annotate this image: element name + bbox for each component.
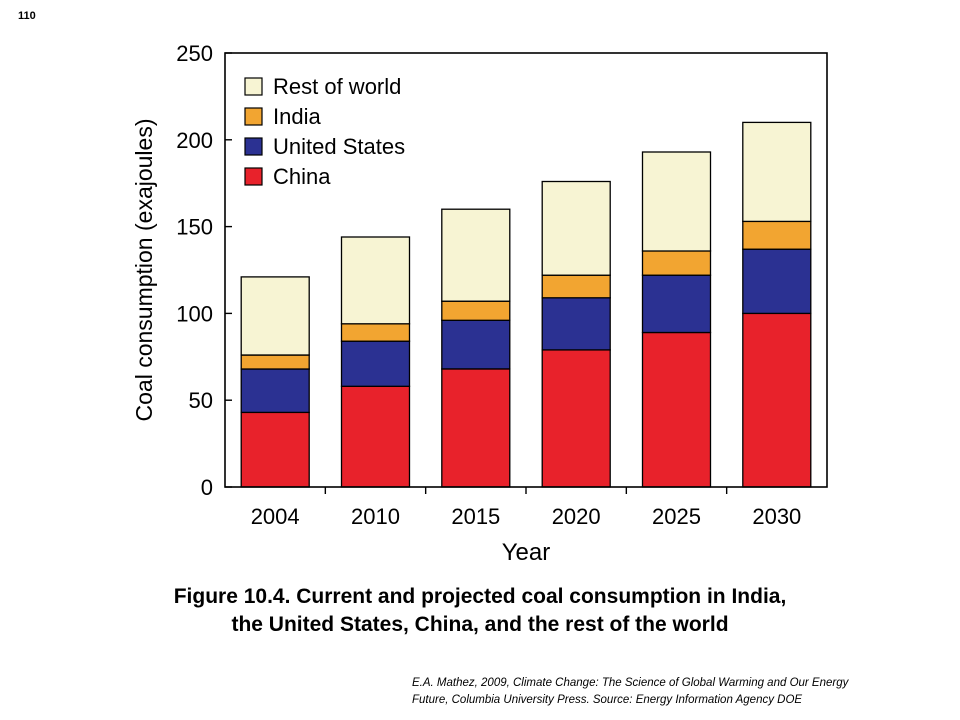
x-tick-label-2004: 2004: [251, 504, 300, 529]
legend-label-united-states: United States: [273, 134, 405, 159]
x-axis-label: Year: [502, 539, 551, 566]
page-number: 110: [18, 10, 36, 22]
source-line-2: Future, Columbia University Press. Sourc…: [412, 694, 803, 706]
caption-line-1: Figure 10.4. Current and projected coal …: [173, 585, 787, 608]
bar-india-2015: [441, 300, 511, 321]
bar-china-2010: [340, 385, 411, 488]
x-tick-label-2030: 2030: [752, 504, 801, 529]
x-tick-label-2010: 2010: [351, 504, 400, 529]
y-tick-label-50: 50: [189, 388, 213, 413]
bar-china-2030: [742, 312, 812, 488]
legend-swatch-china: [244, 167, 263, 186]
x-tick-label-2020: 2020: [552, 504, 601, 529]
bar-india-2004: [240, 354, 310, 370]
legend-swatch-united-states: [244, 137, 263, 156]
bar-india-2030: [742, 220, 812, 250]
y-tick-label-150: 150: [176, 215, 213, 240]
caption-line-2: the United States, China, and the rest o…: [231, 613, 729, 636]
y-axis: 0 50 100 150 200 250: [176, 41, 232, 500]
bar-united-states-2030: [742, 248, 812, 315]
bar-rest-of-world-2030: [742, 121, 812, 223]
y-tick-label-100: 100: [176, 301, 213, 326]
bar-china-2025: [641, 331, 712, 488]
legend-swatch-rest-of-world: [244, 77, 263, 96]
bar-china-2015: [441, 368, 511, 488]
bar-india-2010: [340, 323, 411, 342]
legend: Rest of world India United States China: [244, 74, 405, 189]
bar-rest-of-world-2015: [441, 208, 511, 302]
bar-rest-of-world-2004: [240, 276, 310, 356]
x-axis: 2004 2010 2015 2020 2025 2030: [251, 487, 801, 529]
bar-rest-of-world-2025: [641, 151, 712, 252]
source-line-1: E.A. Mathez, 2009, Climate Change: The S…: [412, 677, 849, 689]
bar-united-states-2004: [240, 368, 310, 414]
source-citation: E.A. Mathez, 2009, Climate Change: The S…: [412, 675, 848, 709]
y-tick-label-0: 0: [201, 475, 213, 500]
bar-united-states-2015: [441, 319, 511, 370]
bar-united-states-2025: [641, 274, 712, 334]
bar-india-2025: [641, 250, 712, 276]
bar-china-2004: [240, 411, 310, 488]
bars-layer: [240, 121, 812, 488]
legend-label-rest-of-world: Rest of world: [273, 74, 401, 99]
bar-united-states-2010: [340, 340, 411, 387]
bar-china-2020: [541, 349, 611, 488]
stacked-bar-chart: 0 50 100 150 200 250 2004 2010 2015 2020 2025 2030…: [131, 41, 828, 566]
bar-rest-of-world-2020: [541, 180, 611, 276]
y-tick-label-250: 250: [176, 41, 213, 66]
legend-label-india: India: [273, 104, 321, 129]
x-tick-label-2015: 2015: [451, 504, 500, 529]
legend-label-china: China: [273, 164, 331, 189]
y-axis-label: Coal consumption (exajoules): [131, 119, 157, 422]
x-tick-label-2025: 2025: [652, 504, 701, 529]
legend-swatch-india: [244, 107, 263, 126]
figure-caption: Figure 10.4. Current and projected coal …: [0, 583, 960, 639]
bar-united-states-2020: [541, 297, 611, 351]
y-tick-label-200: 200: [176, 128, 213, 153]
bar-india-2020: [541, 274, 611, 299]
bar-rest-of-world-2010: [340, 236, 411, 325]
